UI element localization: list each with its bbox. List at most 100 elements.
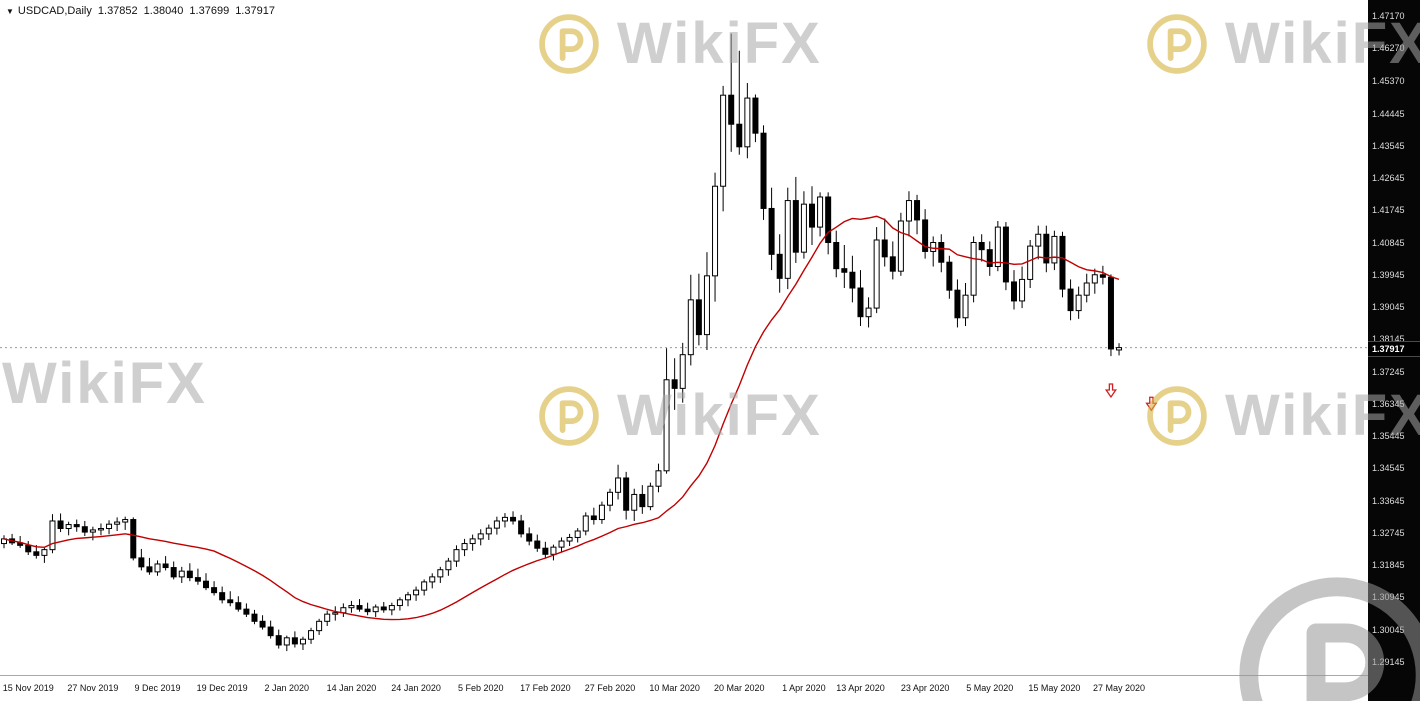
- candle-body: [73, 524, 80, 528]
- candle-body: [800, 203, 807, 253]
- low-value: 1.37699: [189, 5, 230, 17]
- candle-body: [453, 549, 460, 562]
- price-axis-label: 1.30945: [1372, 592, 1405, 603]
- candle-body: [291, 637, 298, 645]
- candle-body: [445, 560, 452, 571]
- candle-body: [485, 527, 492, 535]
- candle-body: [219, 592, 226, 601]
- price-axis-label: 1.47170: [1372, 11, 1405, 21]
- candle-body: [534, 540, 541, 549]
- candle-body: [178, 570, 185, 578]
- candle-body: [89, 529, 96, 533]
- candle-body: [1051, 235, 1058, 264]
- price-axis-label: 1.42645: [1372, 173, 1405, 184]
- candle-body: [186, 570, 193, 579]
- price-axis-label: 1.31845: [1372, 560, 1405, 571]
- candle-body: [33, 551, 40, 556]
- candle-body: [946, 261, 953, 291]
- candle-body: [542, 547, 549, 555]
- candle-body: [760, 132, 767, 209]
- candle-body: [566, 536, 573, 542]
- arrow-down-marker[interactable]: [1145, 396, 1158, 412]
- candle-body: [372, 606, 379, 613]
- price-axis-label: 1.40845: [1372, 237, 1405, 248]
- candle-body: [324, 613, 331, 622]
- high-value: 1.38040: [143, 5, 184, 17]
- collapse-icon[interactable]: ▼: [6, 6, 14, 16]
- candle-body: [881, 239, 888, 258]
- candle-body: [784, 200, 791, 279]
- time-axis-label: 15 Nov 2019: [2, 683, 54, 693]
- candle-body: [518, 520, 525, 535]
- candle-body: [792, 200, 799, 253]
- candle-body: [615, 477, 622, 493]
- price-axis-label: 1.36345: [1372, 398, 1405, 409]
- candle-body: [162, 563, 169, 569]
- open-value: 1.37852: [97, 5, 138, 17]
- candle-body: [469, 538, 476, 545]
- time-axis-label: 2 Jan 2020: [264, 683, 310, 693]
- price-axis-label: 1.39945: [1372, 269, 1405, 280]
- time-axis-label: 13 Apr 2020: [836, 683, 885, 693]
- candle-body: [598, 504, 605, 521]
- time-axis[interactable]: 15 Nov 2019 27 Nov 2019 9 Dec 2019 19 Dec 2…: [0, 675, 1368, 701]
- candle-body: [1099, 274, 1106, 278]
- candle-body: [1083, 282, 1090, 296]
- candle-body: [25, 544, 32, 553]
- price-axis[interactable]: 1.37917 1.47170 1.46270 1.45370 1.44445 1.43…: [1368, 0, 1420, 701]
- price-chart[interactable]: [0, 0, 1368, 675]
- candle-body: [752, 97, 759, 134]
- candle-body: [833, 242, 840, 270]
- candle-body: [1002, 226, 1009, 283]
- candle-body: [405, 594, 411, 601]
- candle-body: [582, 515, 589, 532]
- candle-body: [510, 516, 517, 522]
- candle-body: [138, 557, 145, 568]
- price-axis-label: 1.41745: [1372, 205, 1405, 216]
- candle-body: [235, 602, 242, 610]
- candle-body: [623, 477, 630, 511]
- candle-body: [905, 200, 912, 222]
- candle-body: [461, 543, 468, 551]
- candle-body: [413, 589, 420, 596]
- candle-body: [146, 566, 153, 573]
- candle-body: [574, 530, 581, 538]
- candle-body: [203, 580, 209, 589]
- candle-body: [122, 519, 129, 523]
- candle-body: [1091, 274, 1098, 284]
- candle-body: [437, 569, 444, 578]
- time-axis-label: 9 Dec 2019: [134, 683, 181, 693]
- candle-body: [679, 354, 686, 389]
- price-axis-label: 1.43545: [1372, 140, 1405, 151]
- candle-body: [663, 379, 670, 472]
- candle-body: [607, 491, 613, 506]
- candle-body: [954, 289, 961, 319]
- candle-body: [501, 516, 508, 522]
- candles: [1, 33, 1123, 652]
- candle-body: [728, 94, 735, 125]
- close-value: 1.37917: [235, 5, 275, 17]
- candle-body: [768, 207, 775, 255]
- candle-body: [41, 549, 48, 556]
- symbol-timeframe-label: USDCAD,Daily: [17, 5, 92, 17]
- candle-body: [429, 576, 436, 583]
- price-axis-label: 1.38145: [1372, 334, 1405, 345]
- candle-body: [720, 94, 727, 187]
- candle-body: [477, 533, 484, 540]
- candle-body: [736, 123, 743, 148]
- candle-body: [970, 242, 977, 296]
- candle-body: [590, 515, 597, 521]
- candle-body: [259, 620, 266, 628]
- candle-body: [647, 485, 654, 508]
- time-axis-label: 17 Feb 2020: [520, 683, 571, 693]
- candle-body: [211, 587, 218, 594]
- candle-body: [865, 307, 872, 318]
- arrow-down-marker[interactable]: [1104, 383, 1117, 399]
- candle-body: [130, 519, 137, 559]
- candle-body: [938, 242, 945, 263]
- candle-body: [275, 635, 282, 646]
- candle-body: [1107, 276, 1114, 350]
- candle-body: [421, 581, 428, 591]
- candle-body: [251, 613, 258, 622]
